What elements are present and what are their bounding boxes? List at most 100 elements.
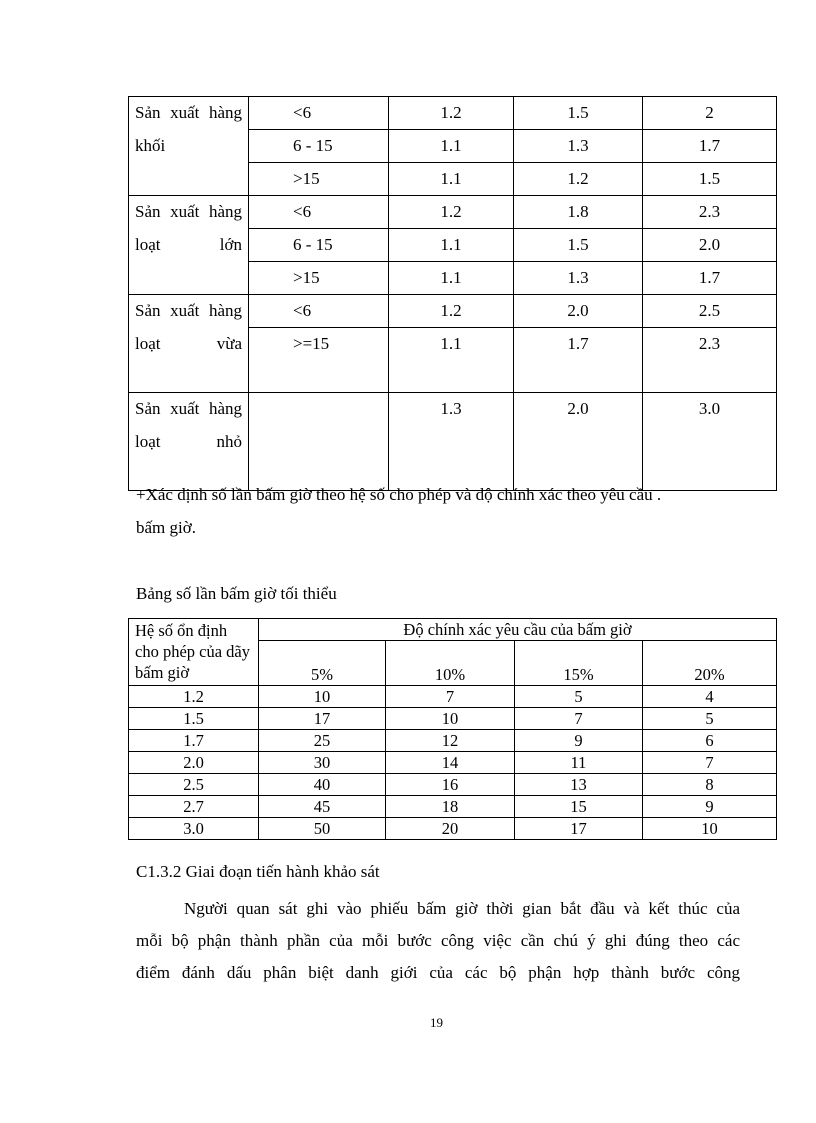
value-cell: 1.5 — [513, 96, 643, 130]
count-cell: 40 — [258, 773, 386, 796]
range-cell: <6 — [248, 294, 389, 328]
column-header: 20% — [642, 640, 777, 686]
value-cell: 1.3 — [513, 261, 643, 295]
coefficient-cell: 1.7 — [128, 729, 259, 752]
production-type: Sản xuất hàng loạt lớn — [128, 195, 249, 295]
range-cell: >=15 — [248, 327, 389, 393]
count-cell: 18 — [385, 795, 515, 818]
table-row: >15 1.1 1.3 1.7 — [129, 261, 777, 295]
value-cell: 2 — [642, 96, 777, 130]
count-cell: 7 — [385, 685, 515, 708]
count-cell: 5 — [642, 707, 777, 730]
value-cell: 1.1 — [388, 129, 514, 163]
value-cell: 1.3 — [388, 392, 514, 491]
value-cell: 2.0 — [513, 294, 643, 328]
value-cell: 1.1 — [388, 162, 514, 196]
table-row: Sản xuất hàng loạt vừa <6 1.2 2.0 2.5 — [128, 294, 777, 393]
count-cell: 17 — [258, 707, 386, 730]
range-cell: 6 - 15 — [248, 129, 389, 163]
value-cell: 1.2 — [388, 195, 514, 229]
range-cell: >15 — [248, 162, 389, 196]
count-cell: 20 — [385, 817, 515, 840]
minimum-timing-table: Hệ số ổn định cho phép của dãy bấm giờ Đ… — [128, 618, 777, 840]
value-cell: 3.0 — [642, 392, 777, 491]
paragraph-line: Người quan sát ghi vào phiếu bấm giờ thờ… — [184, 899, 740, 918]
value-cell: 1.8 — [513, 195, 643, 229]
value-cell: 1.2 — [513, 162, 643, 196]
page-number: 19 — [430, 1015, 443, 1030]
range-cell: >15 — [248, 261, 389, 295]
count-cell: 12 — [385, 729, 515, 752]
column-header: 10% — [385, 640, 515, 686]
value-cell: 1.3 — [513, 129, 643, 163]
count-cell: 17 — [514, 817, 643, 840]
coefficient-cell: 2.5 — [128, 773, 259, 796]
value-cell: 2.0 — [513, 392, 643, 491]
count-cell: 10 — [385, 707, 515, 730]
count-cell: 25 — [258, 729, 386, 752]
count-cell: 5 — [514, 685, 643, 708]
table-row: Sản xuất hàng loạt nhỏ 1.3 2.0 3.0 — [128, 392, 777, 491]
paragraph-line: mỗi bộ phận thành phần của mỗi bước công… — [136, 931, 740, 950]
column-header: 5% — [258, 640, 386, 686]
production-type: Sản xuất hàng khối — [128, 96, 249, 196]
table-row: 6 - 15 1.1 1.5 2.0 — [129, 228, 777, 262]
count-cell: 45 — [258, 795, 386, 818]
paragraph-line: điểm đánh dấu phân biệt danh giới của cá… — [136, 963, 740, 982]
column-header: 15% — [514, 640, 643, 686]
value-cell: 1.5 — [513, 228, 643, 262]
value-cell: 1.1 — [388, 261, 514, 295]
count-cell: 11 — [514, 751, 643, 774]
table-row: 1.7 25 12 9 6 — [128, 729, 777, 752]
table-row: 2.5 40 16 13 8 — [128, 773, 777, 796]
coefficient-cell: 1.5 — [128, 707, 259, 730]
value-cell: 2.5 — [642, 294, 777, 328]
count-cell: 14 — [385, 751, 515, 774]
table-row: 3.0 50 20 17 10 — [128, 817, 777, 840]
table-row: 6 - 15 1.1 1.3 1.7 — [129, 129, 777, 163]
count-cell: 13 — [514, 773, 643, 796]
value-cell: 1.7 — [642, 261, 777, 295]
coefficient-cell: 2.0 — [128, 751, 259, 774]
table-row: 1.5 17 10 7 5 — [128, 707, 777, 730]
value-cell: 1.1 — [388, 228, 514, 262]
count-cell: 15 — [514, 795, 643, 818]
production-type: Sản xuất hàng loạt nhỏ — [128, 392, 249, 491]
value-cell: 1.1 — [388, 327, 514, 393]
coefficient-cell: 3.0 — [128, 817, 259, 840]
count-cell: 7 — [642, 751, 777, 774]
value-cell: 1.5 — [642, 162, 777, 196]
table-row: Sản xuất hàng khối <6 1.2 1.5 2 — [128, 96, 777, 196]
note-line-1: +Xác định số lần bấm giờ theo hệ số cho … — [136, 485, 662, 504]
table-row: 2.7 45 18 15 9 — [128, 795, 777, 818]
production-type: Sản xuất hàng loạt vừa — [128, 294, 249, 393]
value-cell: 1.2 — [388, 294, 514, 328]
row-header: Hệ số ổn định cho phép của dãy bấm giờ — [128, 618, 259, 686]
count-cell: 30 — [258, 751, 386, 774]
coefficient-cell: 2.7 — [128, 795, 259, 818]
count-cell: 9 — [514, 729, 643, 752]
section-heading: C1.3.2 Giai đoạn tiến hành khảo sát — [136, 862, 380, 881]
value-cell: 1.2 — [388, 96, 514, 130]
count-cell: 4 — [642, 685, 777, 708]
count-cell: 8 — [642, 773, 777, 796]
table-row: >=15 1.1 1.7 2.3 — [129, 327, 777, 393]
range-cell: <6 — [248, 195, 389, 229]
group-header: Độ chính xác yêu cầu của bấm giờ — [258, 618, 777, 641]
table-row: 2.0 30 14 11 7 — [128, 751, 777, 774]
count-cell: 50 — [258, 817, 386, 840]
count-cell: 10 — [258, 685, 386, 708]
range-cell: 6 - 15 — [248, 228, 389, 262]
count-cell: 6 — [642, 729, 777, 752]
coefficient-cell: 1.2 — [128, 685, 259, 708]
count-cell: 10 — [642, 817, 777, 840]
value-cell: 1.7 — [513, 327, 643, 393]
table-row: 1.2 10 7 5 4 — [128, 685, 777, 708]
value-cell: 1.7 — [642, 129, 777, 163]
table-row: >15 1.1 1.2 1.5 — [129, 162, 777, 196]
count-cell: 7 — [514, 707, 643, 730]
range-cell: <6 — [248, 96, 389, 130]
value-cell: 2.3 — [642, 327, 777, 393]
table-row: Sản xuất hàng loạt lớn <6 1.2 1.8 2.3 — [128, 195, 777, 295]
count-cell: 16 — [385, 773, 515, 796]
